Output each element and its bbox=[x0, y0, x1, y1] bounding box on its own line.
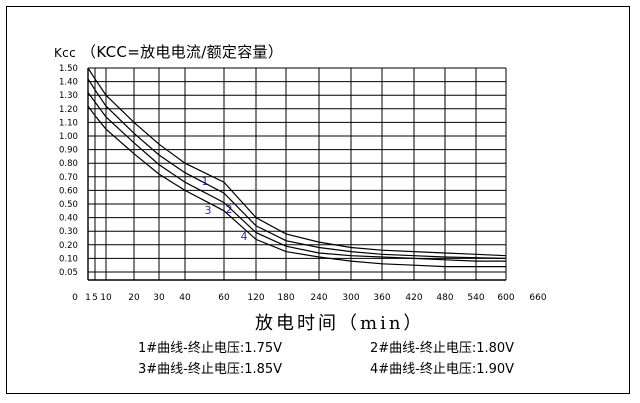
x-tick-label: 480 bbox=[436, 293, 453, 303]
y-tick-label: 0.50 bbox=[59, 200, 78, 210]
x-tick-label: 420 bbox=[405, 293, 422, 303]
y-axis-title: Kcc （KCC=放电电流/额定容量） bbox=[54, 41, 283, 62]
y-tick-label: 0.70 bbox=[59, 173, 78, 183]
y-tick-label: 0.90 bbox=[59, 146, 78, 156]
y-tick-label: 0.40 bbox=[59, 214, 78, 224]
curve-label-3: 3 bbox=[205, 204, 212, 217]
curve-note-3: 3#曲线-终止电压:1.85V bbox=[138, 362, 283, 377]
curve-label-1: 1 bbox=[202, 175, 209, 188]
y-tick-label: 0.60 bbox=[59, 186, 78, 196]
y-tick-label: 1.40 bbox=[59, 78, 78, 88]
y-tick-label: 1.20 bbox=[59, 105, 78, 115]
curve-note-4: 4#曲线-终止电压:1.90V bbox=[370, 362, 515, 377]
x-tick-label: 360 bbox=[373, 293, 390, 303]
x-tick-label: 300 bbox=[342, 293, 359, 303]
curve-1 bbox=[87, 67, 507, 257]
y-tick-label: 1.30 bbox=[59, 91, 78, 101]
x-tick-label: 660 bbox=[529, 293, 546, 303]
x-tick-label: 1 bbox=[85, 293, 91, 303]
y-tick-label: 1.10 bbox=[59, 118, 78, 128]
curve-note-2: 2#曲线-终止电压:1.80V bbox=[370, 341, 515, 356]
curve-3 bbox=[87, 92, 506, 262]
x-tick-label: 60 bbox=[218, 293, 230, 303]
y-axis-title-prefix: Kcc bbox=[54, 46, 76, 60]
x-tick-label: 10 bbox=[100, 293, 112, 303]
chart-frame bbox=[6, 6, 630, 394]
curve-4 bbox=[87, 105, 506, 268]
y-tick-label: 0.20 bbox=[59, 241, 78, 251]
curve-note-1: 1#曲线-终止电压:1.75V bbox=[138, 341, 283, 356]
x-axis-title: 放电时间（min） bbox=[255, 313, 425, 334]
y-tick-label: 0.80 bbox=[59, 159, 78, 169]
y-tick-label: 1.00 bbox=[59, 132, 78, 142]
curve-2 bbox=[87, 78, 507, 259]
curve-label-2: 2 bbox=[226, 203, 233, 216]
y-tick-label: 0.05 bbox=[59, 268, 78, 278]
x-tick-label: 240 bbox=[310, 293, 327, 303]
y-tick-label: 1.50 bbox=[59, 64, 78, 74]
x-tick-label: 120 bbox=[247, 293, 264, 303]
x-tick-label: 600 bbox=[497, 293, 514, 303]
x-tick-label: 40 bbox=[179, 293, 191, 303]
y-tick-label: 0.10 bbox=[59, 254, 78, 264]
x-tick-label: 0 bbox=[72, 293, 78, 303]
y-tick-label: 0.30 bbox=[59, 227, 78, 237]
x-tick-label: 30 bbox=[153, 293, 165, 303]
x-tick-label: 540 bbox=[467, 293, 484, 303]
x-tick-label: 5 bbox=[92, 293, 98, 303]
x-tick-label: 180 bbox=[277, 293, 294, 303]
curve-label-4: 4 bbox=[241, 230, 248, 243]
y-axis-title-text: （KCC=放电电流/额定容量） bbox=[81, 43, 284, 61]
x-tick-label: 20 bbox=[128, 293, 140, 303]
